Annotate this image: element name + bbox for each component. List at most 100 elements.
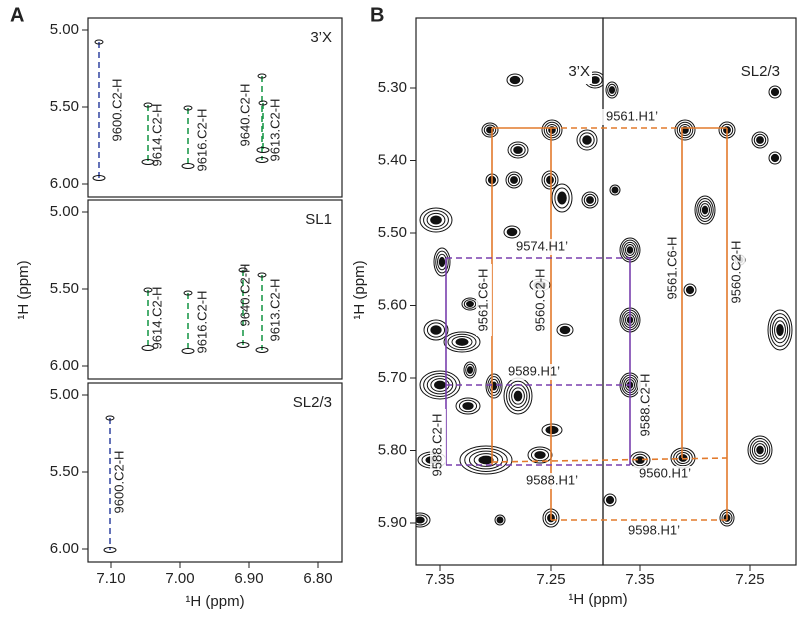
subpanel-title: 3’X — [568, 63, 590, 80]
contour — [534, 451, 546, 459]
contour — [701, 205, 709, 215]
contour — [438, 256, 446, 268]
contour — [603, 493, 617, 507]
x-tick-label: 7.25 — [536, 571, 565, 588]
label-bg — [533, 264, 549, 336]
peak-label: 9640.C2-H — [237, 264, 252, 327]
contour — [505, 171, 523, 189]
contour — [419, 207, 453, 233]
x-tick-label: 7.25 — [735, 571, 764, 588]
peak — [181, 163, 195, 169]
contour — [698, 200, 712, 220]
contour — [82, 289, 98, 301]
contour — [582, 135, 592, 145]
x-tick-label: 7.35 — [625, 571, 654, 588]
y-tick-label: 5.60 — [378, 296, 407, 313]
contour — [426, 375, 454, 395]
contour — [483, 124, 497, 136]
contour — [756, 445, 764, 455]
label-bg — [510, 239, 574, 255]
contour — [513, 390, 523, 402]
contour — [86, 292, 95, 299]
contour — [770, 87, 780, 97]
contour — [559, 325, 571, 335]
y-tick-label: 5.90 — [378, 514, 407, 531]
contour — [586, 196, 594, 204]
contour — [694, 195, 716, 225]
contour — [466, 300, 474, 308]
peak-label: 9600.C2-H — [109, 79, 124, 142]
peak-label: 9640.C2-H — [237, 84, 252, 147]
contour — [576, 129, 598, 151]
contour — [683, 283, 697, 297]
peak — [257, 272, 267, 278]
peak-label: 9560.C2-H — [728, 241, 743, 304]
peak-label: 9614.C2-H — [149, 104, 164, 167]
contour — [507, 173, 521, 187]
contour — [751, 131, 769, 149]
contour — [510, 143, 526, 157]
contour — [426, 212, 446, 228]
peak — [105, 415, 115, 421]
contour — [485, 373, 503, 399]
contour — [462, 402, 474, 410]
contour — [455, 338, 469, 346]
y-axis-title: ¹H (ppm) — [15, 260, 32, 319]
title-bg — [540, 60, 592, 84]
contour — [455, 397, 481, 415]
contour — [626, 246, 634, 254]
panel-label: A — [10, 4, 24, 26]
x-tick-label: 6.90 — [234, 570, 263, 587]
x-axis-title: ¹H (ppm) — [568, 591, 627, 608]
contour — [579, 132, 595, 148]
contour — [581, 191, 599, 209]
x-tick-label: 7.00 — [165, 570, 194, 587]
peak — [181, 348, 195, 354]
contour — [753, 133, 767, 147]
contour — [489, 378, 499, 394]
label-bg — [622, 523, 686, 539]
subpanel-title: 3’X — [310, 29, 332, 46]
contour — [767, 309, 793, 351]
contour — [699, 203, 711, 217]
contour — [465, 363, 475, 377]
peak-label: 9613.C2-H — [267, 279, 282, 342]
contour — [774, 320, 786, 340]
label-bg — [520, 473, 584, 489]
y-tick-label: 5.50 — [50, 98, 79, 115]
y-tick-label: 6.00 — [50, 357, 79, 374]
contour — [676, 121, 694, 139]
contour — [473, 453, 499, 467]
contour — [768, 85, 782, 99]
label-bg — [600, 109, 664, 125]
label-bg — [665, 232, 681, 304]
contour — [527, 446, 553, 464]
contour — [608, 86, 616, 94]
contour — [426, 322, 446, 338]
contour — [696, 198, 714, 222]
contour — [551, 183, 573, 213]
contour — [675, 451, 691, 465]
contour — [506, 73, 524, 87]
contour — [607, 83, 617, 97]
y-tick-label: 5.00 — [50, 21, 79, 38]
x-axis-title: ¹H (ppm) — [185, 593, 244, 610]
contour — [776, 324, 784, 336]
peak-label: 9588.C2-H — [637, 374, 652, 437]
peak-label: 9588.C2-H — [429, 414, 444, 477]
contour — [510, 176, 518, 184]
contour — [511, 387, 525, 405]
contour — [751, 440, 769, 460]
label-bg — [502, 364, 566, 380]
peak — [255, 157, 269, 163]
contour — [545, 123, 559, 137]
peak — [141, 159, 155, 165]
contour — [557, 191, 567, 205]
peak — [143, 287, 153, 293]
contour — [530, 448, 550, 462]
contour — [487, 376, 501, 396]
contour — [768, 151, 782, 165]
peak — [183, 290, 193, 296]
contour — [434, 380, 446, 390]
